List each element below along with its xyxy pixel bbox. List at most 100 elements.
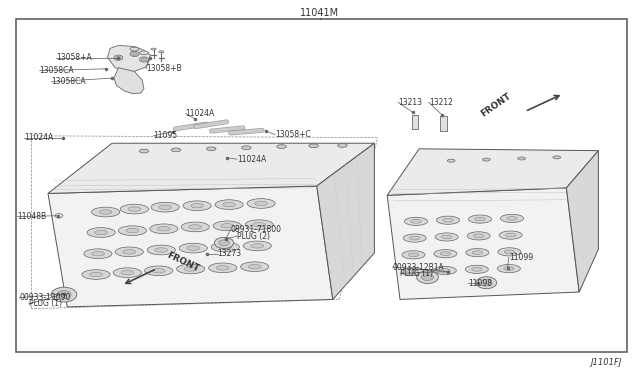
Circle shape [140,57,148,62]
Ellipse shape [553,156,561,159]
Ellipse shape [465,265,488,273]
Ellipse shape [206,147,216,151]
Ellipse shape [404,217,428,225]
Text: 11024A: 11024A [24,133,54,142]
Circle shape [481,279,492,286]
Polygon shape [387,188,579,299]
Ellipse shape [130,47,139,51]
Ellipse shape [443,218,453,222]
Text: PLUG (1): PLUG (1) [29,299,62,308]
Ellipse shape [241,262,269,272]
FancyArrow shape [412,115,418,129]
Ellipse shape [191,203,204,208]
Ellipse shape [433,266,456,275]
Ellipse shape [442,235,452,239]
Text: 13273: 13273 [218,249,242,258]
Text: 11095: 11095 [154,131,178,140]
Ellipse shape [121,270,134,275]
Text: J1101FJ: J1101FJ [591,358,622,367]
Ellipse shape [87,228,115,237]
Ellipse shape [403,234,426,242]
Bar [16,19,627,352]
Ellipse shape [507,217,517,220]
Polygon shape [566,151,598,292]
Ellipse shape [475,217,485,221]
Ellipse shape [187,246,200,250]
Ellipse shape [113,268,141,278]
Text: PLUG (2): PLUG (2) [237,232,270,241]
Ellipse shape [402,251,425,259]
Ellipse shape [410,236,420,240]
Ellipse shape [518,157,525,160]
Ellipse shape [467,232,490,240]
Ellipse shape [498,248,521,256]
Polygon shape [114,68,144,94]
Ellipse shape [440,269,450,272]
Circle shape [116,56,121,59]
Text: 11099: 11099 [509,253,533,262]
Ellipse shape [466,248,489,257]
Text: 00933-12B1A: 00933-12B1A [392,263,444,272]
Ellipse shape [497,264,520,273]
Ellipse shape [183,201,211,211]
Ellipse shape [90,272,102,277]
Polygon shape [387,149,598,195]
Ellipse shape [408,253,419,257]
Ellipse shape [483,158,490,161]
Ellipse shape [120,204,148,214]
Ellipse shape [277,145,287,148]
Ellipse shape [468,215,492,223]
Text: FRONT: FRONT [479,91,512,119]
Ellipse shape [408,270,418,273]
Text: 13058+A: 13058+A [56,53,92,62]
Ellipse shape [209,263,237,273]
Polygon shape [317,143,374,299]
Text: 11041M: 11041M [300,8,340,18]
Circle shape [417,271,438,283]
Circle shape [141,58,147,61]
Ellipse shape [145,266,173,276]
Ellipse shape [123,250,136,254]
Text: 11024A: 11024A [237,155,266,164]
Circle shape [114,55,123,60]
Ellipse shape [82,270,110,279]
Circle shape [132,52,137,55]
Ellipse shape [179,243,207,253]
Text: 13058+B: 13058+B [146,64,182,73]
Text: 13213: 13213 [398,98,422,107]
Ellipse shape [216,266,229,270]
Text: 11048B: 11048B [17,212,47,221]
Polygon shape [48,186,333,307]
Ellipse shape [181,222,209,232]
Ellipse shape [401,267,424,276]
Circle shape [51,287,77,302]
FancyArrow shape [440,116,447,131]
Ellipse shape [472,251,483,254]
Ellipse shape [504,250,515,254]
Text: FRONT: FRONT [165,251,200,274]
Ellipse shape [248,264,261,269]
Ellipse shape [184,267,197,271]
Ellipse shape [126,228,139,233]
Ellipse shape [472,267,482,271]
Ellipse shape [177,264,205,274]
Ellipse shape [242,146,252,150]
Bar [412,115,418,129]
Text: PLUG (1): PLUG (1) [400,269,433,278]
Ellipse shape [99,210,112,214]
Ellipse shape [251,244,264,248]
Ellipse shape [140,149,149,153]
Ellipse shape [338,144,348,147]
Ellipse shape [506,233,516,237]
Text: 11024A: 11024A [186,109,215,118]
Ellipse shape [447,159,455,162]
Text: 13058CA: 13058CA [51,77,86,86]
Ellipse shape [159,51,164,53]
Ellipse shape [504,267,514,270]
Text: 13058CA: 13058CA [40,66,74,75]
Text: 13212: 13212 [429,98,452,107]
Ellipse shape [172,148,181,152]
Ellipse shape [500,214,524,222]
Ellipse shape [435,233,458,241]
Ellipse shape [434,250,457,258]
